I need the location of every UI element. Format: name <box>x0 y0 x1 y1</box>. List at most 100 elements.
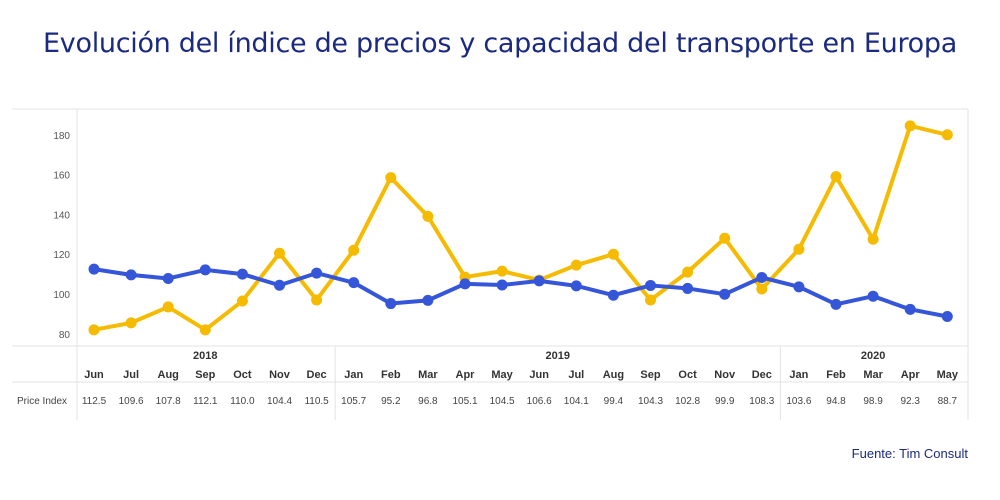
x-tick-label: Nov <box>714 369 736 381</box>
data-point <box>311 267 323 279</box>
table-value: 104.5 <box>490 396 515 407</box>
x-tick-label: Sep <box>640 369 660 381</box>
table-value: 88.7 <box>938 396 958 407</box>
data-point <box>645 294 656 306</box>
data-point <box>199 264 211 276</box>
data-point <box>236 268 248 280</box>
x-tick-label: Apr <box>901 369 921 381</box>
chart-title: Evolución del índice de precios y capaci… <box>43 28 957 59</box>
data-point <box>719 288 731 300</box>
x-tick-label: Dec <box>752 369 772 381</box>
data-point <box>274 279 285 291</box>
data-point <box>570 280 582 292</box>
year-label: 2018 <box>193 350 217 362</box>
data-point <box>496 279 508 291</box>
data-point <box>88 263 100 275</box>
y-tick-label: 180 <box>53 131 70 142</box>
data-point <box>645 279 656 291</box>
y-tick-label: 140 <box>53 210 70 221</box>
data-point <box>348 277 360 289</box>
data-point <box>199 324 211 336</box>
x-tick-label: Feb <box>381 369 401 381</box>
table-row-label: Price Index <box>17 396 67 407</box>
data-point <box>459 278 471 290</box>
data-point <box>162 272 174 284</box>
data-point <box>867 290 879 302</box>
data-point <box>756 271 768 283</box>
table-value: 99.4 <box>604 396 624 407</box>
x-tick-label: Jun <box>84 369 104 381</box>
series-line-capacity <box>93 123 948 332</box>
data-point <box>348 244 360 256</box>
data-point <box>682 266 694 278</box>
x-tick-label: Sep <box>195 369 215 381</box>
table-value: 110.5 <box>304 396 329 407</box>
x-tick-label: Feb <box>826 369 846 381</box>
table-value: 92.3 <box>900 396 920 407</box>
data-point <box>311 294 323 306</box>
table-value: 112.1 <box>193 396 218 407</box>
data-point <box>904 120 916 132</box>
data-point <box>607 248 619 260</box>
table-value: 106.6 <box>527 396 552 407</box>
data-point <box>830 171 842 183</box>
data-point <box>162 301 174 313</box>
table-value: 104.3 <box>638 396 663 407</box>
data-point <box>793 281 805 293</box>
table-value: 109.6 <box>119 396 144 407</box>
table-value: 96.8 <box>418 396 438 407</box>
table-value: 108.3 <box>749 396 774 407</box>
data-point <box>793 243 805 255</box>
year-label: 2019 <box>546 350 570 362</box>
year-label: 2020 <box>861 350 885 362</box>
data-point <box>941 310 953 322</box>
data-point <box>830 298 842 310</box>
data-point <box>125 269 137 281</box>
x-tick-label: Jun <box>529 369 549 381</box>
x-tick-label: Mar <box>863 369 883 381</box>
data-point <box>607 289 619 301</box>
table-value: 103.6 <box>786 396 811 407</box>
data-point <box>496 265 508 277</box>
data-point <box>236 295 248 307</box>
table-value: 99.9 <box>715 396 735 407</box>
table-value: 105.1 <box>452 396 477 407</box>
data-point <box>570 259 582 271</box>
data-point <box>719 232 731 244</box>
data-point <box>941 129 953 141</box>
table-value: 98.9 <box>863 396 883 407</box>
x-tick-label: Nov <box>269 369 291 381</box>
data-point <box>88 324 100 336</box>
table-value: 110.0 <box>230 396 255 407</box>
data-point <box>533 275 545 287</box>
x-tick-label: Oct <box>233 369 252 381</box>
x-tick-label: Aug <box>603 369 624 381</box>
x-tick-label: Aug <box>158 369 179 381</box>
data-point <box>867 233 879 245</box>
series-line-price-index <box>93 267 948 319</box>
table-value: 95.2 <box>381 396 401 407</box>
data-point <box>756 283 768 295</box>
table-value: 107.8 <box>156 396 181 407</box>
data-point <box>385 172 397 184</box>
data-point <box>385 298 397 310</box>
data-point <box>904 303 916 315</box>
data-point <box>682 282 694 294</box>
x-tick-label: Jan <box>789 369 808 381</box>
data-point <box>422 210 434 222</box>
table-value: 112.5 <box>82 396 107 407</box>
data-point <box>274 247 285 259</box>
x-tick-label: Jul <box>568 369 584 381</box>
data-point <box>125 317 137 329</box>
table-value: 104.4 <box>267 396 292 407</box>
data-point <box>422 294 434 306</box>
y-tick-label: 80 <box>59 330 71 341</box>
x-tick-label: Jan <box>344 369 363 381</box>
y-tick-label: 120 <box>53 250 70 261</box>
x-tick-label: May <box>937 369 959 381</box>
table-value: 102.8 <box>675 396 700 407</box>
x-tick-label: Jul <box>123 369 139 381</box>
table-value: 105.7 <box>341 396 366 407</box>
x-tick-label: Apr <box>456 369 476 381</box>
x-tick-label: May <box>491 369 513 381</box>
